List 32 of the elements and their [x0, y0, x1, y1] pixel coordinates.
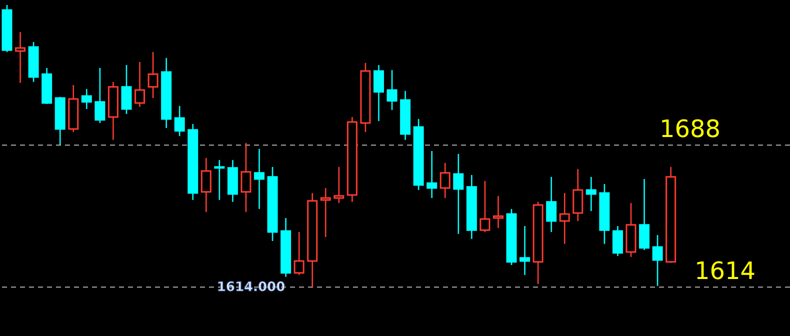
ref-line-label: 1614	[694, 257, 756, 286]
candlestick	[492, 195, 504, 229]
candlestick	[294, 231, 304, 276]
candlestick	[148, 51, 158, 99]
candlestick	[639, 178, 650, 251]
candlestick	[386, 69, 398, 111]
candlestick	[373, 64, 384, 122]
ref-line-label: 1688	[659, 115, 721, 144]
candlestick	[426, 150, 438, 199]
candlestick	[214, 159, 225, 201]
candlestick	[334, 166, 344, 204]
annotation: 1614.000	[216, 280, 286, 296]
candlestick	[520, 225, 530, 276]
candlestick	[612, 225, 623, 257]
candlestick	[572, 168, 584, 222]
candlestick	[240, 142, 252, 213]
candlestick	[453, 153, 464, 235]
candlestick	[15, 31, 26, 84]
candlestick	[254, 148, 264, 210]
candlestick	[480, 180, 490, 233]
candlestick	[320, 187, 331, 238]
candlestick	[586, 176, 596, 212]
candlestick	[559, 192, 570, 245]
candlestick	[94, 67, 106, 124]
candlestick	[200, 157, 212, 213]
candlestick	[440, 162, 450, 199]
candlestick	[81, 88, 92, 110]
candlestick	[121, 64, 132, 115]
candlestick	[174, 105, 185, 137]
candlestick	[652, 234, 663, 287]
candlestick	[546, 176, 557, 233]
candlestick	[134, 61, 146, 108]
